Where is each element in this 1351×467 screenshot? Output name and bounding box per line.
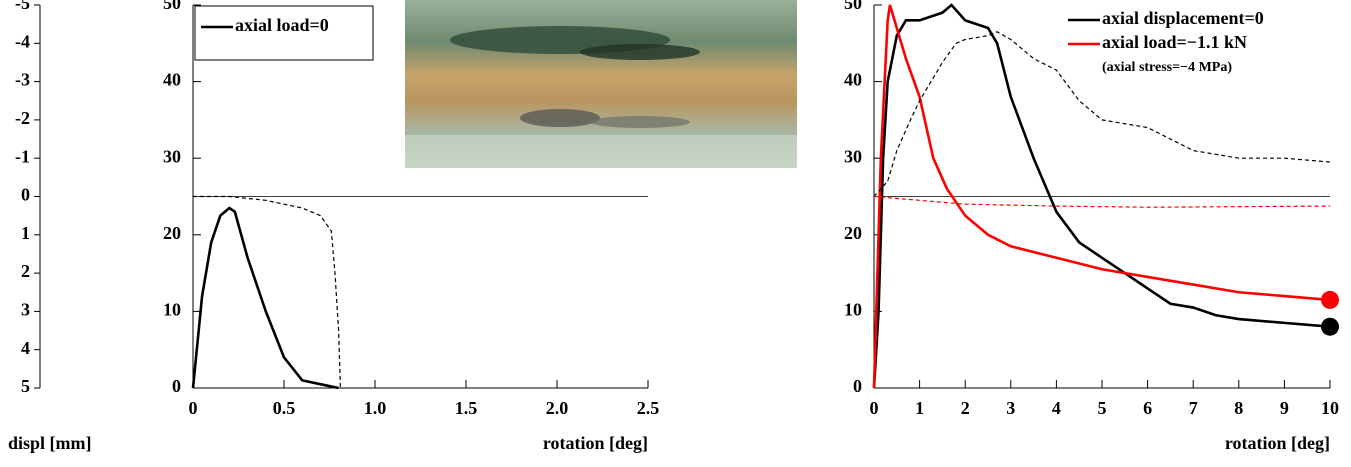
legend-label: axial displacement=0 bbox=[1102, 8, 1264, 28]
x-tick-label: 10 bbox=[1321, 398, 1339, 418]
y-tick-label: 30 bbox=[163, 146, 181, 166]
y-tick-label: 30 bbox=[844, 146, 862, 166]
figure: 0102030405000.51.01.52.02.5-5-4-3-2-1012… bbox=[0, 0, 1351, 467]
legend-label: axial load=0 bbox=[235, 15, 329, 35]
x-tick-label: 2.5 bbox=[637, 398, 660, 418]
y-tick-label: 50 bbox=[844, 0, 862, 13]
x-tick-label: 9 bbox=[1280, 398, 1289, 418]
y-tick-label: 40 bbox=[844, 70, 862, 90]
y-tick-label: 50 bbox=[163, 0, 181, 13]
y2-tick-label: 5 bbox=[21, 376, 30, 396]
y-tick-label: 0 bbox=[853, 376, 862, 396]
annotation: (axial stress=−4 MPa) bbox=[1102, 60, 1232, 75]
end-marker bbox=[1321, 291, 1339, 309]
y-tick-label: 10 bbox=[163, 300, 181, 320]
x-tick-label: 0 bbox=[189, 398, 198, 418]
y2-tick-label: 4 bbox=[21, 338, 30, 358]
displacement-line bbox=[193, 197, 340, 389]
end-marker bbox=[1321, 318, 1339, 336]
x-tick-label: 2 bbox=[961, 398, 970, 418]
y-tick-label: 20 bbox=[844, 223, 862, 243]
legend-label: axial load=−1.1 kN bbox=[1102, 32, 1247, 52]
y2-tick-label: 1 bbox=[21, 223, 30, 243]
y-tick-label: 10 bbox=[844, 300, 862, 320]
x-tick-label: 8 bbox=[1234, 398, 1243, 418]
x-tick-label: 1.5 bbox=[455, 398, 478, 418]
x-axis-label: rotation [deg] bbox=[1225, 433, 1330, 453]
x-tick-label: 6 bbox=[1143, 398, 1152, 418]
y2-tick-label: 0 bbox=[21, 185, 30, 205]
x-tick-label: 3 bbox=[1006, 398, 1015, 418]
y-tick-label: 0 bbox=[172, 376, 181, 396]
displacement-line bbox=[874, 197, 1330, 208]
displacement-line bbox=[874, 32, 1330, 197]
y2-axis-label: displ [mm] bbox=[8, 433, 92, 453]
y2-tick-label: -3 bbox=[15, 70, 30, 90]
x-tick-label: 7 bbox=[1189, 398, 1198, 418]
y2-tick-label: -4 bbox=[15, 31, 30, 51]
x-tick-label: 1 bbox=[915, 398, 924, 418]
x-tick-label: 2.0 bbox=[546, 398, 569, 418]
y2-tick-label: 2 bbox=[21, 261, 30, 281]
x-tick-label: 0.5 bbox=[273, 398, 296, 418]
x-axis-label: rotation [deg] bbox=[543, 433, 648, 453]
y-tick-label: 20 bbox=[163, 223, 181, 243]
y2-tick-label: -2 bbox=[15, 108, 30, 128]
y-tick-label: 40 bbox=[163, 70, 181, 90]
y2-tick-label: 3 bbox=[21, 300, 30, 320]
y2-tick-label: -5 bbox=[15, 0, 30, 13]
load-line bbox=[193, 208, 339, 388]
x-tick-label: 1.0 bbox=[364, 398, 387, 418]
x-tick-label: 5 bbox=[1098, 398, 1107, 418]
x-tick-label: 0 bbox=[870, 398, 879, 418]
y2-tick-label: -1 bbox=[15, 146, 30, 166]
x-tick-label: 4 bbox=[1052, 398, 1061, 418]
specimen-photo bbox=[405, 0, 797, 168]
